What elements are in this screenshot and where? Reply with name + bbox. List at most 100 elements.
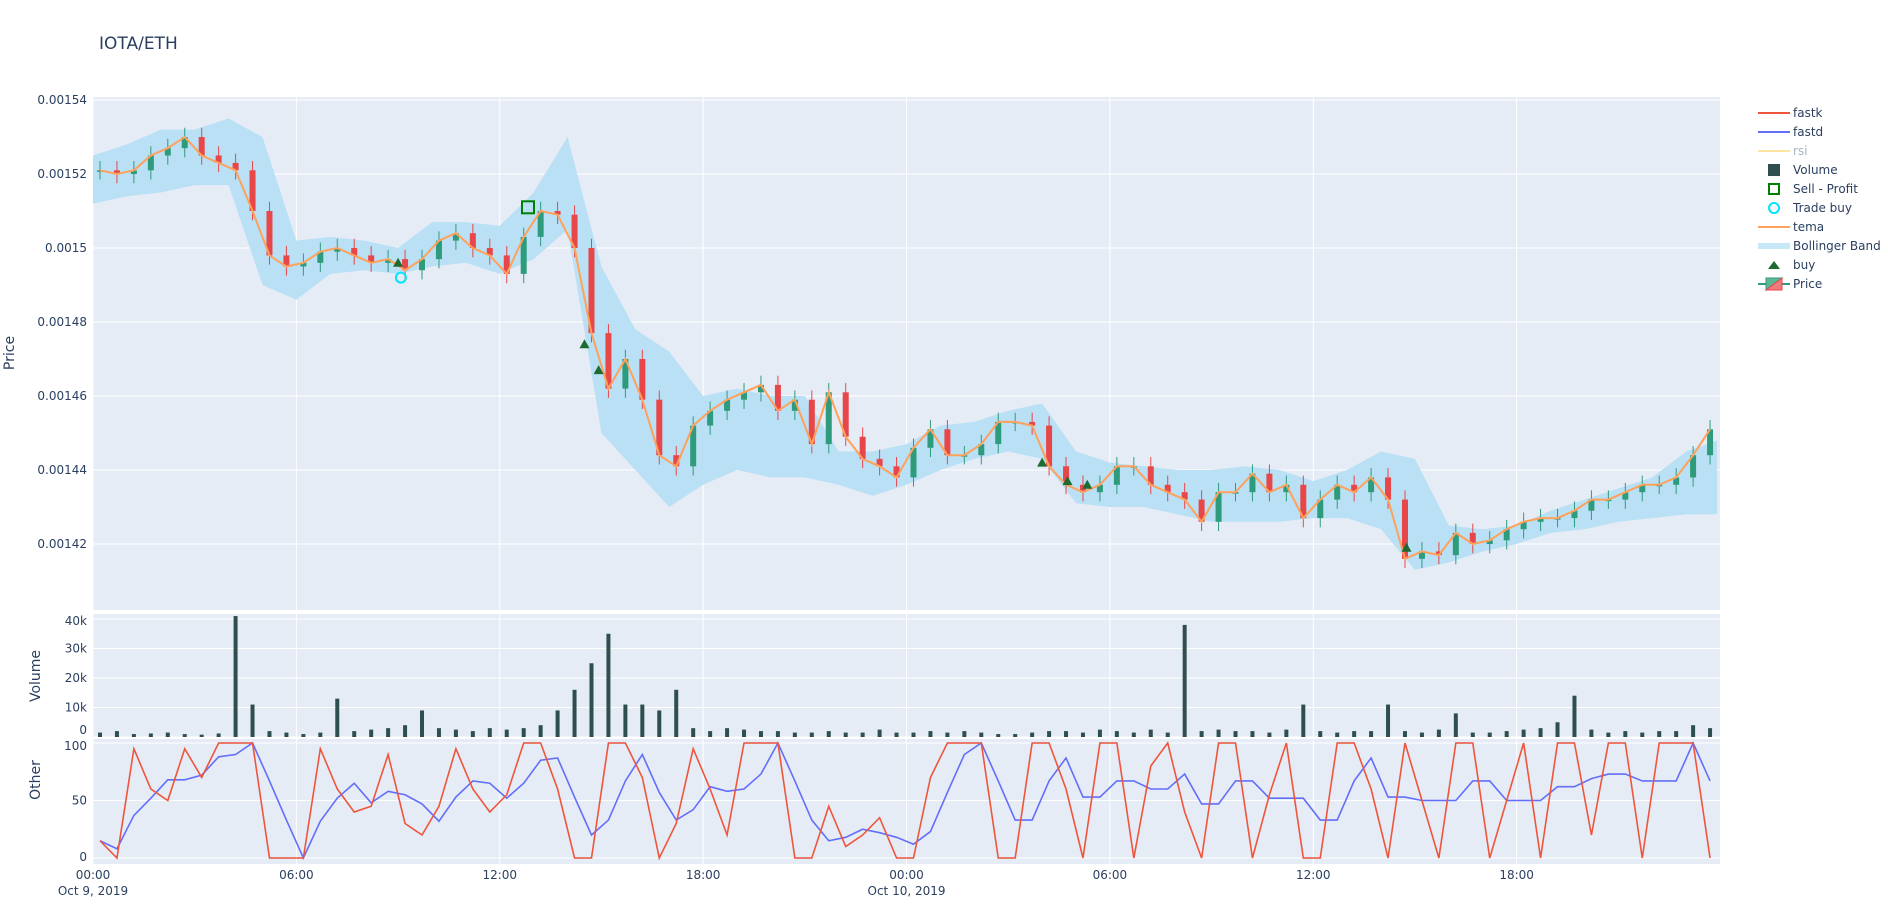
candle-body bbox=[249, 170, 256, 211]
y-tick-label: 40k bbox=[65, 614, 87, 628]
candle-body bbox=[1198, 499, 1205, 522]
volume-bar bbox=[1013, 734, 1018, 737]
candle-body bbox=[622, 359, 629, 389]
volume-bar bbox=[1233, 731, 1238, 737]
buy-marker bbox=[593, 365, 604, 375]
legend-item-sell-profit[interactable]: Sell - Profit bbox=[1768, 182, 1858, 196]
volume-bar bbox=[945, 732, 950, 737]
candle-body bbox=[639, 359, 646, 400]
candle-body bbox=[1520, 521, 1527, 530]
legend-item-buy[interactable]: buy bbox=[1768, 258, 1815, 272]
candle-body bbox=[537, 211, 544, 237]
legend-candle-down-icon bbox=[1764, 277, 1783, 291]
legend-item-trade-buy[interactable]: Trade buy bbox=[1768, 201, 1852, 215]
candle-body bbox=[1096, 484, 1103, 493]
volume-bar bbox=[1691, 725, 1696, 737]
candle-body bbox=[791, 399, 798, 411]
candle-body bbox=[605, 333, 612, 389]
volume-bar bbox=[1657, 731, 1662, 737]
legend-item-tema[interactable]: tema bbox=[1758, 220, 1824, 234]
legend-item-bollinger-band[interactable]: Bollinger Band bbox=[1758, 239, 1881, 253]
plot-panels[interactable]: 0.00142 0.00144 0.00146 0.00148 0.0015 0.0015… bbox=[2, 93, 1720, 898]
y-tick-label: 0 bbox=[79, 723, 87, 737]
volume-bar bbox=[809, 732, 814, 737]
y-tick-label: 0.00148 bbox=[37, 315, 87, 329]
volume-bar bbox=[725, 728, 730, 737]
volume-bar bbox=[301, 734, 306, 737]
candle-body bbox=[1283, 484, 1290, 493]
volume-bar bbox=[1555, 722, 1560, 737]
candle-body bbox=[893, 466, 900, 478]
volume-bar bbox=[1386, 704, 1391, 737]
y-tick-label: 10k bbox=[65, 701, 87, 715]
volume-bar bbox=[148, 733, 153, 737]
x-tick-label: 18:00 bbox=[686, 868, 721, 882]
volume-bar bbox=[1318, 731, 1323, 737]
volume-bar bbox=[1267, 732, 1272, 737]
volume-bar bbox=[403, 725, 408, 737]
volume-bar bbox=[284, 732, 289, 737]
y-tick-label: 0.00152 bbox=[37, 167, 87, 181]
volume-bar bbox=[199, 734, 204, 737]
y-axis-label: Price bbox=[2, 336, 18, 370]
candle-body bbox=[1351, 484, 1358, 493]
legend-item-fastk[interactable]: fastk bbox=[1758, 106, 1823, 120]
volume-bar bbox=[1335, 732, 1340, 737]
x-tick-label: 00:00 bbox=[76, 868, 111, 882]
candle-body bbox=[1452, 532, 1459, 556]
candle-body bbox=[1401, 499, 1408, 559]
fastd-line bbox=[99, 741, 1711, 860]
candle-body bbox=[690, 425, 697, 467]
legend-open-square-icon bbox=[1768, 183, 1780, 195]
candle-body bbox=[1368, 477, 1375, 493]
volume-bar bbox=[1131, 732, 1136, 737]
legend-item-price[interactable]: Price bbox=[1758, 277, 1822, 291]
chart-title: IOTA/ETH bbox=[99, 34, 178, 54]
volume-bar bbox=[962, 731, 967, 737]
candle-body bbox=[368, 255, 375, 263]
volume-bar bbox=[758, 731, 763, 737]
candle-body bbox=[944, 429, 951, 456]
volume-bar bbox=[894, 732, 899, 737]
buy-marker bbox=[1062, 476, 1073, 486]
volume-bar bbox=[1538, 728, 1543, 737]
volume-bar bbox=[775, 731, 780, 737]
candle-body bbox=[588, 248, 595, 334]
volume-bar bbox=[1199, 731, 1204, 737]
volume-bar bbox=[1064, 731, 1069, 737]
trade-buy-marker bbox=[394, 271, 407, 284]
candle-body bbox=[1029, 421, 1036, 426]
legend[interactable]: fastk fastd rsi Volume Sell - Profit Trade bu… bbox=[1758, 106, 1881, 291]
volume-bar bbox=[386, 728, 391, 737]
volume-bar bbox=[216, 733, 221, 737]
volume-bar bbox=[420, 710, 425, 737]
legend-label: Volume bbox=[1793, 163, 1838, 177]
volume-bar bbox=[436, 728, 441, 737]
volume-bar bbox=[352, 731, 357, 737]
legend-label: Trade buy bbox=[1792, 201, 1852, 215]
volume-bar bbox=[1114, 731, 1119, 737]
volume-bar bbox=[1504, 731, 1509, 737]
legend-label: tema bbox=[1793, 220, 1824, 234]
candle-body bbox=[978, 444, 985, 456]
legend-item-fastd[interactable]: fastd bbox=[1758, 125, 1823, 139]
volume-bar bbox=[606, 633, 611, 737]
buy-marker bbox=[393, 257, 404, 267]
volume-bar bbox=[742, 729, 747, 737]
candle-body bbox=[1588, 499, 1595, 511]
fastk-line bbox=[99, 741, 1711, 861]
candle-body bbox=[164, 148, 171, 156]
volume-bar bbox=[1250, 731, 1255, 737]
volume-bar bbox=[1589, 729, 1594, 737]
candle-body bbox=[910, 447, 917, 478]
legend-item-volume[interactable]: Volume bbox=[1768, 163, 1838, 177]
buy-marker bbox=[1401, 542, 1412, 552]
tema-line bbox=[99, 135, 1711, 561]
candle-body bbox=[1164, 484, 1171, 493]
volume-bar bbox=[877, 729, 882, 737]
y-tick-label: 0.00146 bbox=[37, 389, 87, 403]
volume-bar bbox=[691, 728, 696, 737]
candle-body bbox=[1639, 484, 1646, 493]
legend-label: rsi bbox=[1793, 144, 1808, 158]
legend-item-rsi[interactable]: rsi bbox=[1758, 144, 1808, 158]
